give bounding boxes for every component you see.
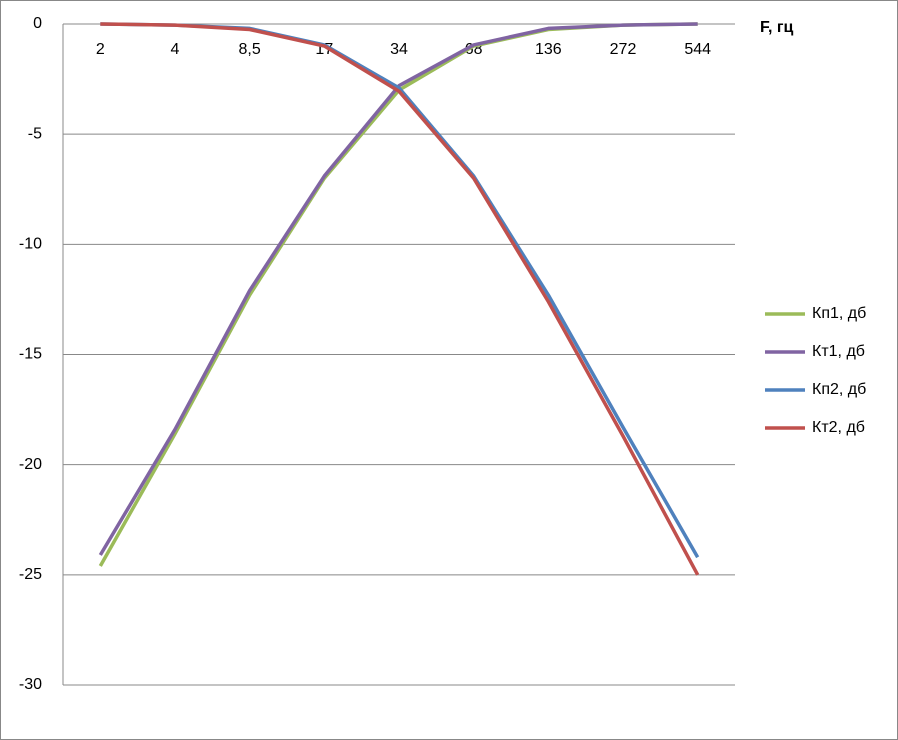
x-tick-label: 34	[390, 41, 408, 58]
y-tick-label: -30	[19, 676, 42, 693]
x-tick-label: 4	[171, 41, 180, 58]
x-tick-label: 272	[610, 41, 637, 58]
series-line	[100, 22, 700, 576]
y-tick-label: -15	[19, 346, 42, 363]
x-tick-label: 2	[96, 41, 105, 58]
x-axis-label: F, гц	[760, 19, 794, 36]
y-tick-label: -10	[19, 236, 42, 253]
legend-label: Кп1, дб	[812, 305, 866, 322]
y-tick-label: -25	[19, 566, 42, 583]
y-tick-label: -5	[28, 125, 42, 142]
x-tick-label: 544	[684, 41, 711, 58]
legend-label: Кп2, дб	[812, 381, 866, 398]
x-tick-label: 8,5	[239, 41, 261, 58]
legend-label: Кт1, дб	[812, 343, 865, 360]
series-line	[98, 22, 698, 556]
legend-label: Кт2, дб	[812, 419, 865, 436]
y-tick-label: 0	[33, 15, 42, 32]
y-tick-label: -20	[19, 456, 42, 473]
x-tick-label: 136	[535, 41, 562, 58]
